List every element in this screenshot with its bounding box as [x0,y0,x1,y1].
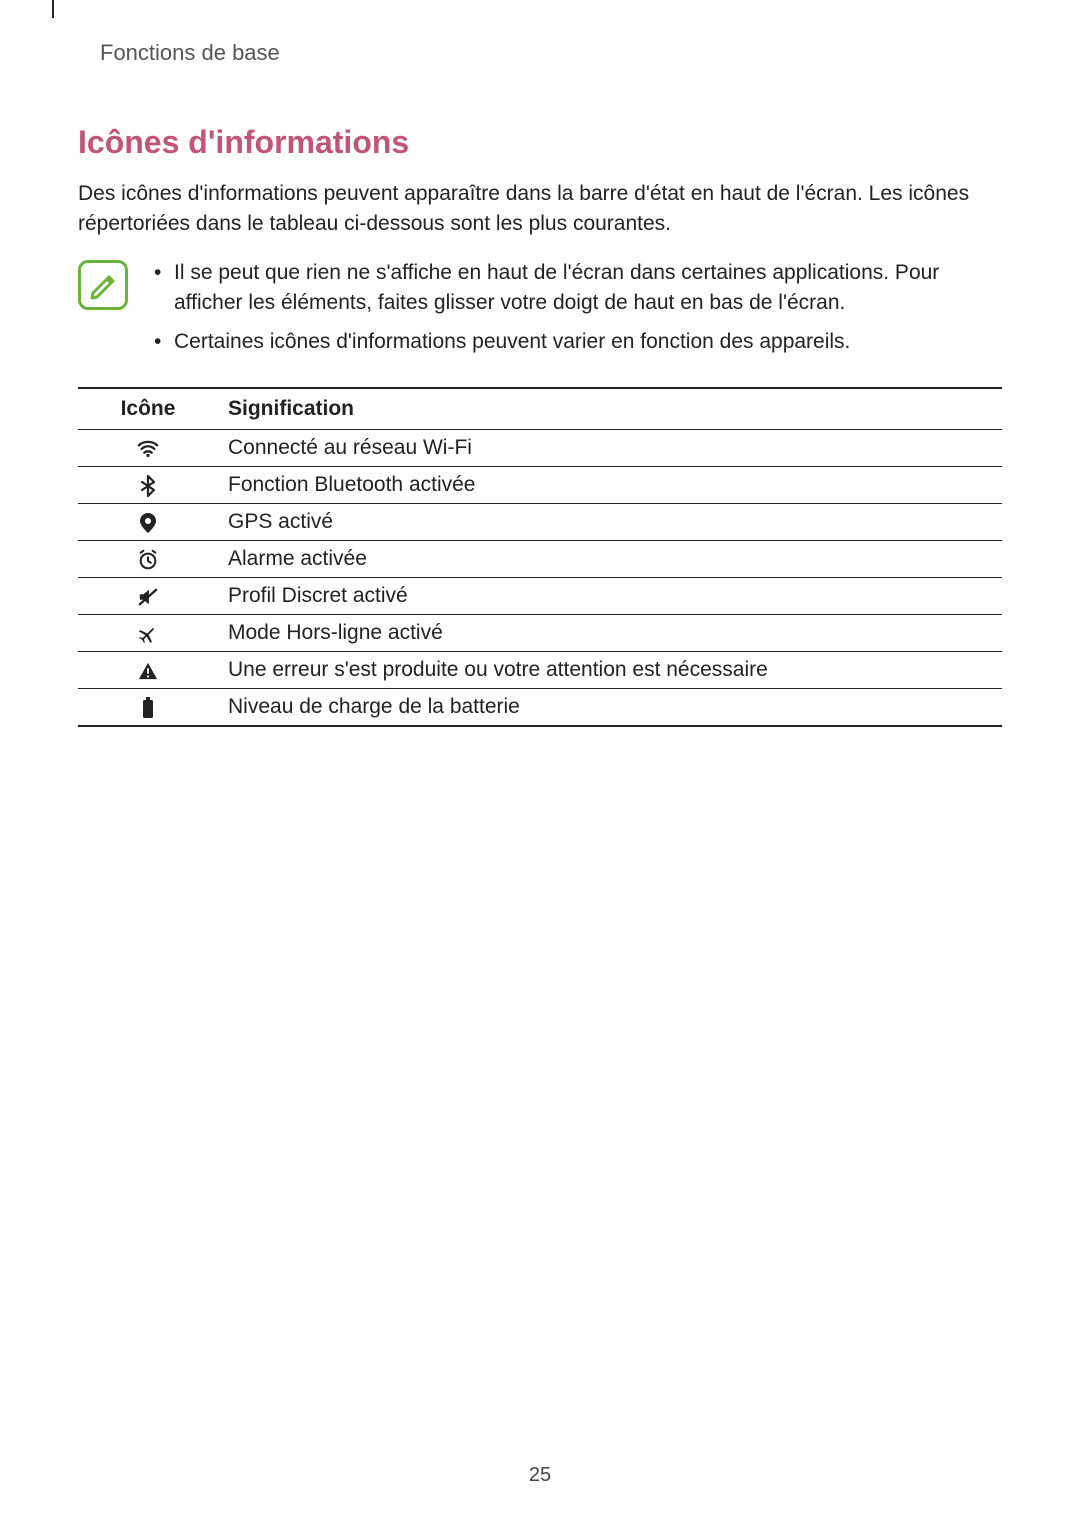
warning-icon [137,661,159,681]
note-item: Il se peut que rien ne s'affiche en haut… [150,258,1002,319]
table-row: Mode Hors-ligne activé [78,615,1002,652]
note-block: Il se peut que rien ne s'affiche en haut… [78,258,1002,365]
cell-meaning: GPS activé [228,504,1002,541]
cell-icon [78,430,228,467]
cell-icon [78,689,228,727]
cell-meaning: Niveau de charge de la batterie [228,689,1002,727]
table-row: Connecté au réseau Wi-Fi [78,430,1002,467]
table-row: Une erreur s'est produite ou votre atten… [78,652,1002,689]
breadcrumb: Fonctions de base [100,40,1002,66]
cell-icon [78,652,228,689]
cell-meaning: Profil Discret activé [228,578,1002,615]
table-row: Profil Discret activé [78,578,1002,615]
cell-meaning: Fonction Bluetooth activée [228,467,1002,504]
col-header-meaning: Signification [228,388,1002,430]
pencil-note-icon [87,269,119,301]
table-row: Fonction Bluetooth activée [78,467,1002,504]
header-rule [52,0,54,18]
cell-icon [78,467,228,504]
col-header-icon: Icône [78,388,228,430]
battery-icon [141,697,155,719]
cell-meaning: Une erreur s'est produite ou votre atten… [228,652,1002,689]
page-content: Fonctions de base Icônes d'informations … [0,0,1080,727]
section-heading: Icônes d'informations [78,124,1002,161]
cell-meaning: Connecté au réseau Wi-Fi [228,430,1002,467]
cell-meaning: Alarme activée [228,541,1002,578]
airplane-icon [137,623,159,645]
cell-icon [78,578,228,615]
bluetooth-icon [141,475,155,497]
mute-icon [137,587,159,607]
note-list: Il se peut que rien ne s'affiche en haut… [150,258,1002,365]
wifi-icon [137,439,159,459]
note-item: Certaines icônes d'informations peuvent … [150,327,1002,357]
note-icon [78,260,128,310]
cell-icon [78,541,228,578]
alarm-icon [137,549,159,571]
intro-paragraph: Des icônes d'informations peuvent appara… [78,179,1002,240]
page-number: 25 [0,1464,1080,1487]
table-row: Niveau de charge de la batterie [78,689,1002,727]
cell-icon [78,615,228,652]
table-row: GPS activé [78,504,1002,541]
gps-icon [139,512,157,534]
table-row: Alarme activée [78,541,1002,578]
cell-icon [78,504,228,541]
note-icon-wrap [78,258,128,310]
cell-meaning: Mode Hors-ligne activé [228,615,1002,652]
icon-table: Icône Signification Connecté au réseau W… [78,387,1002,727]
table-header-row: Icône Signification [78,388,1002,430]
